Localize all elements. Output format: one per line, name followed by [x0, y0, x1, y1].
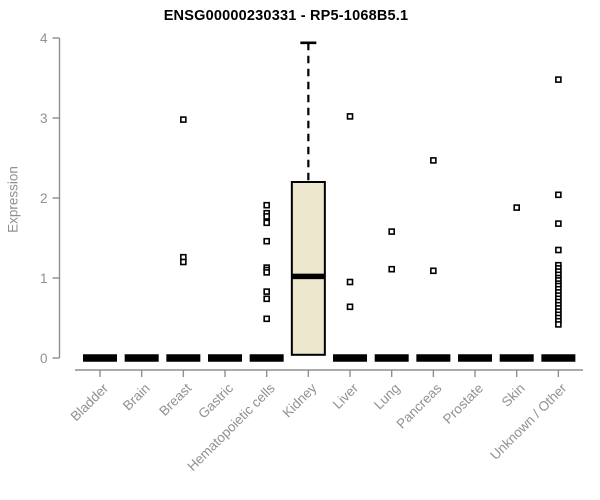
zero-box-prostate	[458, 354, 493, 362]
zero-box-pancreas	[416, 354, 451, 362]
outlier-point-unknown-other	[555, 246, 562, 254]
zero-box-unknown-other	[541, 354, 576, 362]
outlier-point-lung	[388, 265, 395, 273]
zero-box-gastric	[208, 354, 243, 362]
outlier-point-pancreas	[430, 157, 437, 164]
y-tick-label-0: 0	[40, 351, 48, 366]
x-tick-label-unknown-other: Unknown / Other	[487, 380, 570, 463]
outlier-point-pancreas	[430, 267, 437, 275]
zero-box-brain	[124, 354, 159, 362]
outlier-point-hematopoietic-cells	[263, 315, 270, 323]
outlier-point-unknown-other	[555, 321, 562, 328]
zero-box-breast	[166, 354, 201, 362]
outlier-point-breast	[180, 258, 187, 266]
y-tick-label-3: 3	[40, 111, 48, 126]
x-tick-label-pancreas: Pancreas	[394, 380, 445, 431]
outlier-point-hematopoietic-cells	[263, 295, 270, 303]
outlier-point-liver	[346, 303, 354, 311]
zero-box-bladder	[83, 354, 117, 362]
chart-title: ENSG00000230331 - RP5-1068B5.1	[163, 8, 409, 24]
outlier-point-liver	[346, 278, 354, 286]
outlier-point-lung	[388, 228, 395, 235]
outlier-point-unknown-other	[555, 220, 562, 227]
y-tick-label-1: 1	[40, 271, 48, 286]
outlier-point-unknown-other	[555, 191, 562, 199]
outlier-point-skin	[513, 204, 521, 211]
x-tick-label-kidney: Kidney	[280, 380, 320, 420]
zero-box-hematopoietic-cells	[249, 354, 284, 362]
outlier-point-hematopoietic-cells	[263, 269, 270, 276]
x-tick-label-breast: Breast	[156, 380, 194, 418]
x-tick-label-liver: Liver	[330, 380, 362, 412]
x-tick-label-brain: Brain	[120, 381, 153, 414]
x-tick-label-skin: Skin	[499, 381, 528, 410]
x-tick-label-lung: Lung	[371, 381, 403, 413]
y-tick-label-2: 2	[40, 191, 48, 206]
zero-box-skin	[499, 354, 534, 362]
outlier-point-hematopoietic-cells	[263, 213, 270, 220]
median-line-kidney	[291, 273, 325, 280]
outlier-point-hematopoietic-cells	[263, 201, 270, 209]
y-tick-label-4: 4	[40, 31, 48, 46]
outlier-point-breast	[180, 116, 187, 123]
x-tick-label-gastric: Gastric	[195, 380, 236, 421]
outlier-point-hematopoietic-cells	[263, 237, 270, 245]
outlier-point-liver	[346, 113, 354, 120]
zero-box-liver	[333, 354, 368, 362]
box-kidney	[290, 181, 326, 356]
outlier-point-unknown-other	[555, 76, 562, 83]
zero-box-lung	[374, 354, 409, 362]
outlier-point-hematopoietic-cells	[263, 288, 270, 295]
x-tick-label-prostate: Prostate	[440, 381, 486, 427]
outlier-point-hematopoietic-cells	[263, 219, 270, 227]
x-tick-label-bladder: Bladder	[68, 380, 112, 424]
